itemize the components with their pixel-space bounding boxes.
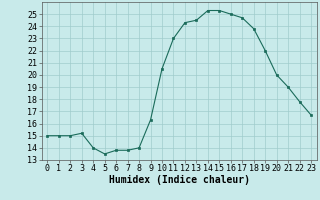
X-axis label: Humidex (Indice chaleur): Humidex (Indice chaleur): [109, 175, 250, 185]
